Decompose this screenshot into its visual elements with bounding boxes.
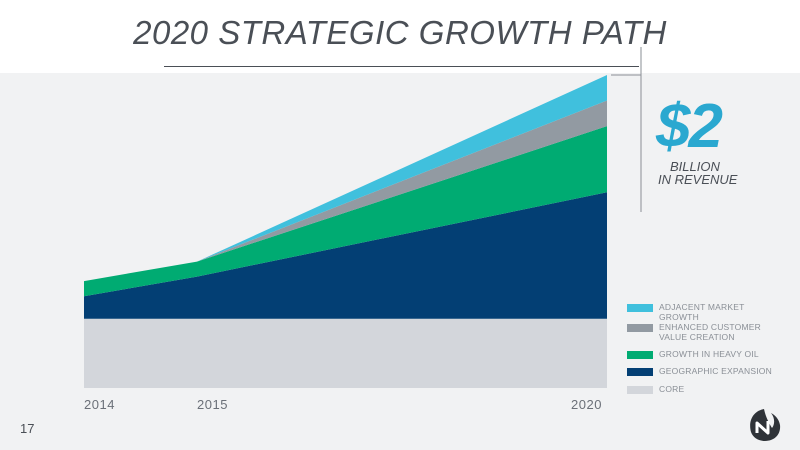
legend-item-enhanced: ENHANCED CUSTOMER VALUE CREATION [627, 322, 784, 342]
company-logo [750, 409, 781, 441]
revenue-caption-line1: BILLION [670, 159, 720, 174]
legend-label: ADJACENT MARKET GROWTH [659, 302, 745, 322]
legend-label: GROWTH IN HEAVY OIL [659, 349, 759, 359]
callout-bracket [611, 47, 642, 212]
area-growth-in-heavy-oil [84, 126, 607, 297]
legend-item-adjacent: ADJACENT MARKET GROWTH [627, 302, 784, 322]
x-tick-label: 2014 [84, 397, 115, 412]
page-number: 17 [20, 421, 35, 436]
legend-item-geographic: GEOGRAPHIC EXPANSION [627, 366, 784, 376]
legend-label: GEOGRAPHIC EXPANSION [659, 366, 772, 376]
area-core [84, 318, 607, 388]
revenue-amount: $2 [656, 92, 723, 161]
x-tick-label: 2015 [197, 397, 228, 412]
area-geographic-expansion [84, 192, 607, 319]
slide-title: 2020 STRATEGIC GROWTH PATH [133, 14, 667, 51]
legend-swatch [627, 324, 653, 332]
title-divider [164, 66, 639, 67]
legend-swatch [627, 304, 653, 312]
legend-swatch [627, 368, 653, 376]
area-series-group [84, 75, 607, 388]
legend-item-heavy-oil: GROWTH IN HEAVY OIL [627, 349, 784, 359]
revenue-caption: BILLION IN REVENUE [658, 160, 758, 186]
legend-swatch [627, 351, 653, 359]
legend-label: ENHANCED CUSTOMER VALUE CREATION [659, 322, 761, 342]
legend-label: CORE [659, 384, 685, 394]
legend-swatch [627, 386, 653, 394]
legend-item-core: CORE [627, 384, 784, 394]
revenue-caption-line2: IN REVENUE [658, 172, 738, 187]
x-tick-label: 2020 [571, 397, 602, 412]
